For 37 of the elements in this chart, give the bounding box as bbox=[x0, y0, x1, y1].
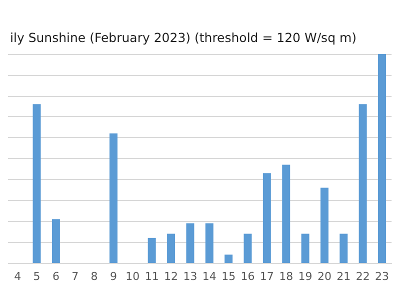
bar bbox=[167, 234, 176, 263]
bar bbox=[282, 164, 290, 263]
x-tick-label: 14 bbox=[202, 270, 216, 283]
bar bbox=[186, 223, 194, 263]
bar bbox=[205, 223, 214, 263]
x-tick-label: 19 bbox=[298, 270, 312, 283]
x-tick-label: 18 bbox=[279, 270, 294, 283]
x-tick-label: 13 bbox=[183, 270, 198, 283]
bar bbox=[224, 254, 233, 263]
bar bbox=[262, 173, 271, 263]
x-tick-label: 5 bbox=[33, 270, 40, 283]
x-tick-label: 20 bbox=[317, 270, 332, 283]
bar bbox=[52, 219, 60, 263]
x-tick-label: 11 bbox=[144, 270, 159, 283]
x-tick-label: 4 bbox=[14, 270, 22, 283]
x-tick-label: 12 bbox=[164, 270, 178, 283]
x-tick-label: 23 bbox=[375, 270, 390, 283]
bar bbox=[32, 104, 41, 263]
bar bbox=[378, 54, 386, 263]
chart-title: ily Sunshine (February 2023) (threshold = 120 W/sq m) bbox=[10, 30, 357, 45]
bar bbox=[109, 133, 118, 263]
bar bbox=[301, 234, 310, 263]
x-tick-label: 17 bbox=[260, 270, 274, 283]
bar bbox=[148, 238, 156, 263]
x-tick-label: 21 bbox=[336, 270, 351, 283]
x-tick-label: 6 bbox=[52, 270, 60, 283]
x-tick-label: 22 bbox=[356, 270, 370, 283]
x-tick-label: 10 bbox=[126, 270, 140, 283]
bar bbox=[320, 188, 328, 263]
x-tick-label: 7 bbox=[72, 270, 79, 283]
x-tick-label: 15 bbox=[222, 270, 236, 283]
x-tick-label: 9 bbox=[110, 270, 117, 283]
bar bbox=[340, 234, 348, 263]
x-tick-label: 16 bbox=[240, 270, 255, 283]
bar bbox=[358, 104, 367, 263]
x-tick-label: 8 bbox=[90, 270, 98, 283]
bar bbox=[244, 234, 252, 263]
